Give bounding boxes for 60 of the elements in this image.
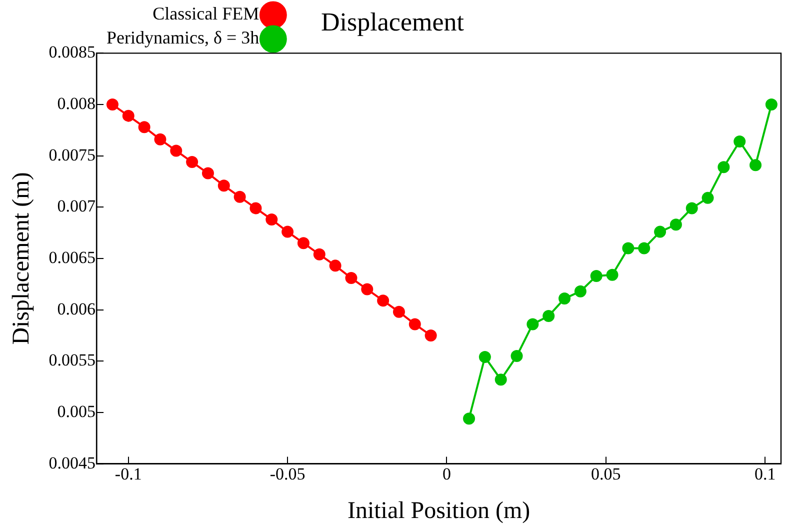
x-tick-label: 0.05 [591,464,621,484]
y-tick-label: 0.0055 [48,350,96,370]
x-tick-label: -0.05 [270,464,306,484]
point [702,192,714,204]
point [250,202,262,214]
chart-title: Displacement [321,7,465,36]
point [494,374,507,386]
point [297,237,310,250]
y-tick-label: 0.007 [57,196,96,216]
point [638,242,650,254]
x-axis-title: Initial Position (m) [347,498,530,524]
x-tick-label: 0.1 [754,464,776,484]
point [478,351,491,364]
point [377,294,390,307]
y-tick-label: 0.0075 [48,145,96,164]
point [590,270,602,282]
y-tick-label: 0.005 [57,402,96,421]
point [734,135,746,148]
legend-label: Peridynamics, δ = 3h [106,28,260,48]
point [138,121,150,134]
point [424,329,437,342]
x-tick-label: -0.1 [114,464,142,484]
point [154,133,166,146]
point [282,226,294,238]
point [765,98,778,111]
point [392,306,405,318]
point [750,159,762,172]
y-tick-label: 0.0065 [48,248,96,267]
point [408,318,421,330]
point [345,272,358,284]
point [106,98,118,111]
point [622,242,634,254]
point [574,285,586,298]
point [266,213,278,226]
y-tick-label: 0.006 [57,299,96,318]
y-tick-label: 0.008 [57,94,96,113]
point [329,260,342,272]
y-tick-label: 0.0085 [48,42,96,62]
point [313,248,326,260]
point [234,190,246,203]
point [170,144,182,157]
point [558,292,571,305]
y-tick-label: 0.0045 [48,453,96,472]
point [463,412,476,425]
point [606,268,618,281]
point [186,156,198,168]
point [218,180,230,192]
point [654,226,666,238]
x-tick-label: 0 [442,464,451,484]
point [202,167,214,180]
y-axis-title: Displacement (m) [8,172,35,345]
point [526,318,539,330]
point [361,283,374,296]
point [718,161,730,174]
legend-label: Classical FEM [152,4,260,24]
point [542,310,555,322]
point [122,110,134,122]
point [670,218,682,231]
point [510,350,523,362]
point [686,202,698,214]
